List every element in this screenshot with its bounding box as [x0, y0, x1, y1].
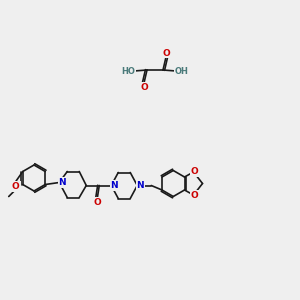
Text: O: O: [140, 82, 148, 91]
Text: HO: HO: [121, 67, 135, 76]
Text: O: O: [12, 182, 20, 191]
Text: N: N: [110, 181, 118, 190]
Text: O: O: [190, 167, 198, 176]
Text: O: O: [93, 198, 101, 207]
Text: N: N: [58, 178, 66, 187]
Text: O: O: [190, 190, 198, 200]
Text: O: O: [162, 49, 170, 58]
Text: N: N: [136, 181, 144, 190]
Text: OH: OH: [175, 67, 189, 76]
